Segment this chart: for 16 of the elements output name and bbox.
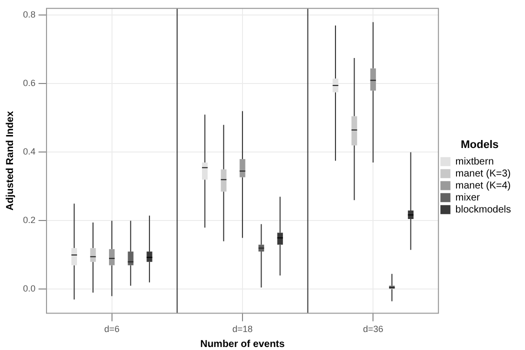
y-tick-label: 0.4	[22, 146, 36, 157]
legend-label: mixer	[455, 192, 481, 204]
x-tick-label: d=36	[362, 324, 384, 334]
x-tick-label: d=6	[104, 324, 120, 334]
x-tick-label: d=18	[232, 324, 253, 334]
legend-label: manet (K=4)	[455, 180, 511, 192]
y-tick-label: 0.8	[22, 10, 36, 20]
y-tick-label: 0.0	[22, 284, 36, 294]
y-tick-label: 0.6	[22, 78, 36, 88]
y-axis-title: Adjusted Rand Index	[4, 110, 16, 211]
legend-title: Models	[460, 138, 499, 151]
legend-label: blockmodels	[455, 204, 512, 216]
x-axis-title: Number of events	[200, 338, 286, 350]
y-tick-label: 0.2	[22, 215, 36, 226]
legend-label: manet (K=3)	[455, 168, 511, 180]
legend-label: mixtbern	[455, 156, 494, 168]
